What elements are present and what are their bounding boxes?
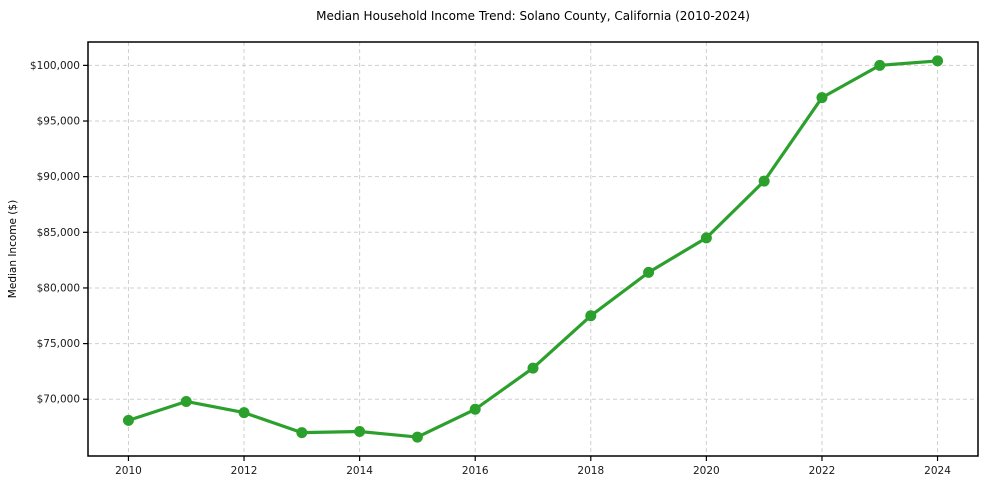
- data-point-2015: [411, 431, 423, 443]
- x-tick-label: 2012: [231, 465, 258, 477]
- data-point-2012: [238, 407, 250, 419]
- y-tick-label: $100,000: [30, 60, 80, 72]
- data-point-2017: [527, 362, 539, 374]
- x-tick-label: 2014: [346, 465, 373, 477]
- data-point-2022: [816, 92, 828, 104]
- y-tick-label: $95,000: [37, 116, 80, 128]
- data-point-2021: [758, 175, 770, 187]
- y-tick-label: $70,000: [37, 394, 80, 406]
- data-point-2011: [180, 395, 192, 407]
- data-point-2020: [700, 232, 712, 244]
- chart-title: Median Household Income Trend: Solano Co…: [316, 9, 750, 23]
- x-tick-label: 2016: [462, 465, 489, 477]
- data-point-2024: [932, 55, 944, 67]
- data-point-2013: [296, 427, 308, 439]
- x-tick-label: 2018: [577, 465, 604, 477]
- x-tick-label: 2024: [924, 465, 951, 477]
- x-tick-label: 2020: [693, 465, 720, 477]
- y-tick-label: $90,000: [37, 171, 80, 183]
- plot-border: [87, 41, 979, 457]
- income-trend-line: [126, 59, 940, 439]
- x-tick-label: 2022: [809, 465, 836, 477]
- x-tick-label: 2010: [115, 465, 142, 477]
- data-point-2014: [354, 426, 366, 438]
- data-point-2018: [585, 310, 597, 322]
- y-tick-label: $85,000: [37, 227, 80, 239]
- y-tick-label: $80,000: [37, 282, 80, 294]
- data-point-2019: [643, 266, 655, 278]
- data-point-2016: [469, 403, 481, 415]
- data-point-2023: [874, 59, 886, 71]
- y-tick-label: $75,000: [37, 338, 80, 350]
- data-point-2010: [122, 414, 134, 426]
